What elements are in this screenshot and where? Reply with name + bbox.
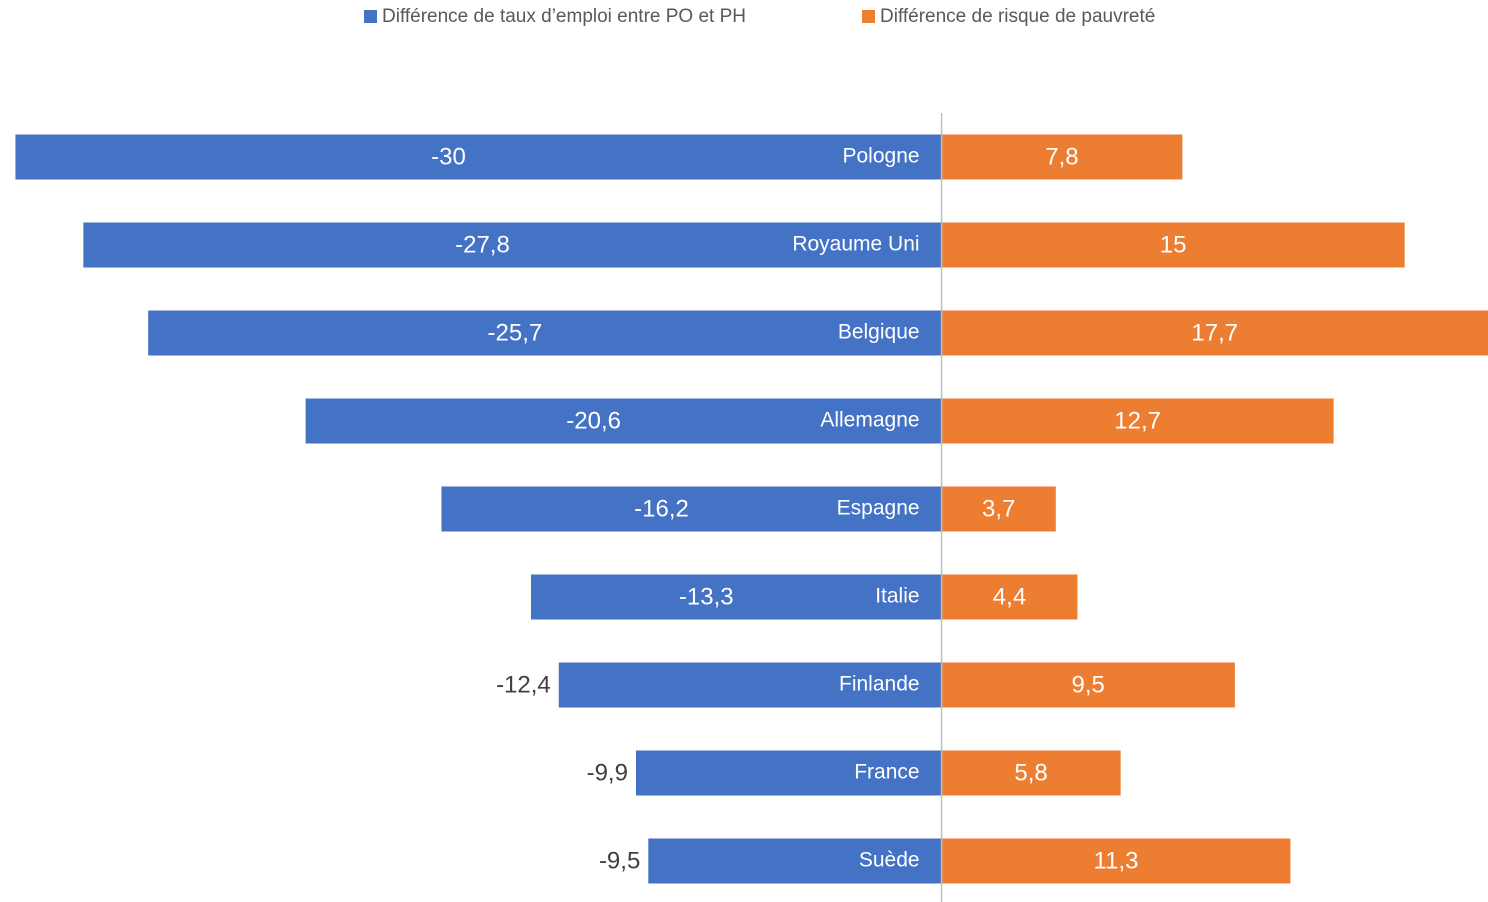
value-label: 11,3 <box>1094 847 1139 874</box>
value-label: -20,6 <box>566 407 621 434</box>
bar <box>941 222 1405 268</box>
bar <box>441 486 942 532</box>
value-label: 3,7 <box>982 495 1015 522</box>
bar <box>148 310 942 356</box>
value-label: 15 <box>1160 231 1187 258</box>
legend-swatch <box>364 10 377 23</box>
value-label: -16,2 <box>634 495 689 522</box>
bar <box>941 662 1235 708</box>
category-label: Italie <box>875 585 919 608</box>
category-label: Espagne <box>837 497 920 520</box>
bar <box>941 750 1121 796</box>
value-label: 17,7 <box>1191 319 1238 346</box>
value-label: -25,7 <box>488 319 543 346</box>
value-label: -30 <box>431 143 466 170</box>
value-label: 12,7 <box>1114 407 1161 434</box>
value-label: 7,8 <box>1045 143 1078 170</box>
legend-label: Différence de taux d’emploi entre PO et … <box>382 6 746 27</box>
bar <box>648 838 942 884</box>
category-label: Suède <box>859 849 920 872</box>
bar <box>941 398 1334 444</box>
category-label: France <box>854 761 919 784</box>
bar <box>941 838 1291 884</box>
category-label: Royaume Uni <box>792 233 919 256</box>
value-label: 9,5 <box>1072 671 1105 698</box>
value-label: -27,8 <box>455 231 510 258</box>
bar <box>941 310 1488 356</box>
legend-swatch <box>862 10 875 23</box>
category-label: Pologne <box>842 145 919 168</box>
value-label: 4,4 <box>993 583 1026 610</box>
category-label: Allemagne <box>820 409 919 432</box>
bar <box>15 134 942 180</box>
legend-label: Différence de risque de pauvreté <box>880 6 1155 27</box>
value-label: -9,5 <box>599 847 640 874</box>
category-label: Belgique <box>838 321 920 344</box>
value-label: -9,9 <box>587 759 628 786</box>
bar <box>941 134 1183 180</box>
value-label: -12,4 <box>496 671 551 698</box>
value-label: 5,8 <box>1014 759 1047 786</box>
bar <box>941 574 1078 620</box>
category-label: Finlande <box>839 673 920 696</box>
bar <box>530 574 942 620</box>
bar <box>83 222 942 268</box>
bar <box>635 750 942 796</box>
bar <box>558 662 942 708</box>
value-label: -13,3 <box>679 583 734 610</box>
bar <box>305 398 942 444</box>
bar <box>941 486 1056 532</box>
